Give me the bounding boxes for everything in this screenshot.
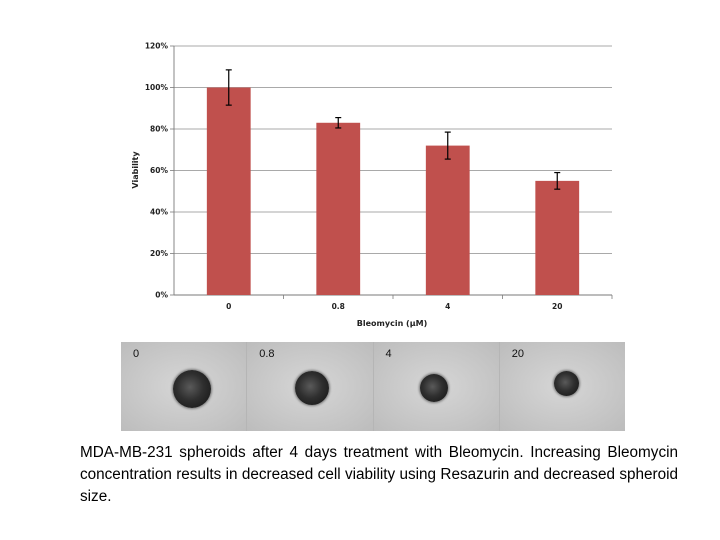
figure-caption: MDA-MB-231 spheroids after 4 days treatm… [80,444,678,505]
spheroid-image [553,371,579,396]
spheroid-image [419,374,448,402]
y-tick-labels: 0% 20% 40% 60% 80% 100% 120% [145,42,169,300]
panel-label: 0.8 [259,348,275,360]
bar [206,87,251,295]
spheroid-panel: 20 [498,342,625,431]
bars [206,87,580,296]
panel-label: 20 [511,348,524,360]
x-tick-label: 4 [445,302,450,311]
panel-label: 4 [385,348,392,360]
x-tick-label: 0 [226,302,231,311]
y-tick-label: 60% [150,166,168,175]
spheroid-image [173,370,211,408]
x-tick-labels: 0 0.8 4 20 [226,302,562,311]
spheroid-panel: 0.8 [246,342,373,431]
x-axis-label: Bleomycin (µM) [357,319,427,328]
y-tick-label: 0% [155,291,168,300]
y-tick-label: 100% [145,83,169,92]
x-tick-label: 20 [552,302,562,311]
viability-bar-chart: 0% 20% 40% 60% 80% 100% 120% 0 0.8 4 20 Bleomycin… [131,42,613,328]
y-tick-label: 20% [150,249,168,258]
error-bars [225,69,561,190]
y-tick-label: 80% [150,125,168,134]
y-axis-label: Viability [131,151,140,189]
spheroid-panel: 0 [121,342,247,431]
bar [425,145,470,295]
spheroid-image-strip: 0 0.8 4 20 [121,342,625,431]
spheroid-image [295,371,330,405]
x-tick-label: 0.8 [332,302,345,311]
bar [535,180,580,295]
spheroid-panel: 4 [372,342,499,431]
y-tick-label: 40% [150,208,168,217]
panel-label: 0 [133,348,140,360]
y-tick-label: 120% [145,42,169,51]
bar [316,122,361,296]
